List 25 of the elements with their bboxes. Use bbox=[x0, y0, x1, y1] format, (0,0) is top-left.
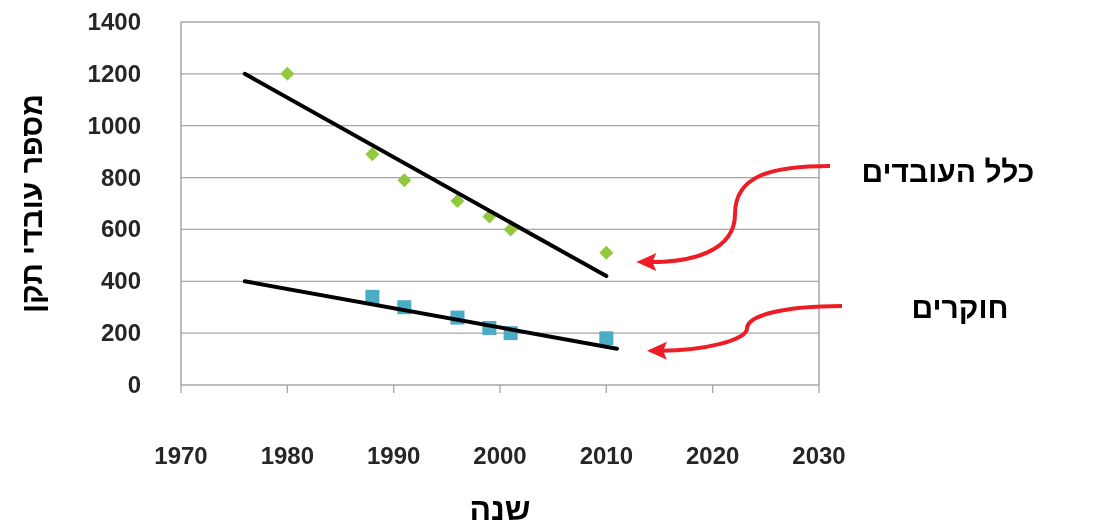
y-tick-label: 1200 bbox=[87, 59, 141, 87]
y-tick-label: 600 bbox=[100, 215, 141, 243]
point bbox=[397, 173, 412, 188]
x-tick-label: 2000 bbox=[473, 442, 527, 469]
x-axis-title: שנה bbox=[469, 491, 531, 527]
y-axis-title: מספר עובדי תקן bbox=[15, 94, 48, 313]
point bbox=[599, 331, 614, 346]
y-tick-label: 1400 bbox=[87, 8, 141, 35]
point bbox=[599, 245, 614, 260]
x-tick-label: 1990 bbox=[366, 442, 421, 469]
y-tick-label: 200 bbox=[100, 319, 141, 347]
point bbox=[280, 66, 295, 81]
y-tick-label: 1000 bbox=[87, 111, 141, 139]
x-tick-label: 2020 bbox=[685, 442, 740, 469]
x-tick-label: 2010 bbox=[579, 442, 634, 469]
x-tick-label: 1980 bbox=[260, 442, 315, 469]
text: כלל העובדים bbox=[861, 155, 1035, 188]
y-tick-label: 800 bbox=[100, 163, 141, 191]
point bbox=[365, 147, 380, 162]
text: חוקרים bbox=[911, 291, 1009, 324]
y-tick-label: 400 bbox=[100, 267, 141, 295]
x-tick-label: 2030 bbox=[792, 442, 846, 469]
x-tick-label: 1970 bbox=[154, 442, 208, 469]
point bbox=[450, 193, 465, 208]
y-tick-label: 0 bbox=[127, 371, 141, 398]
